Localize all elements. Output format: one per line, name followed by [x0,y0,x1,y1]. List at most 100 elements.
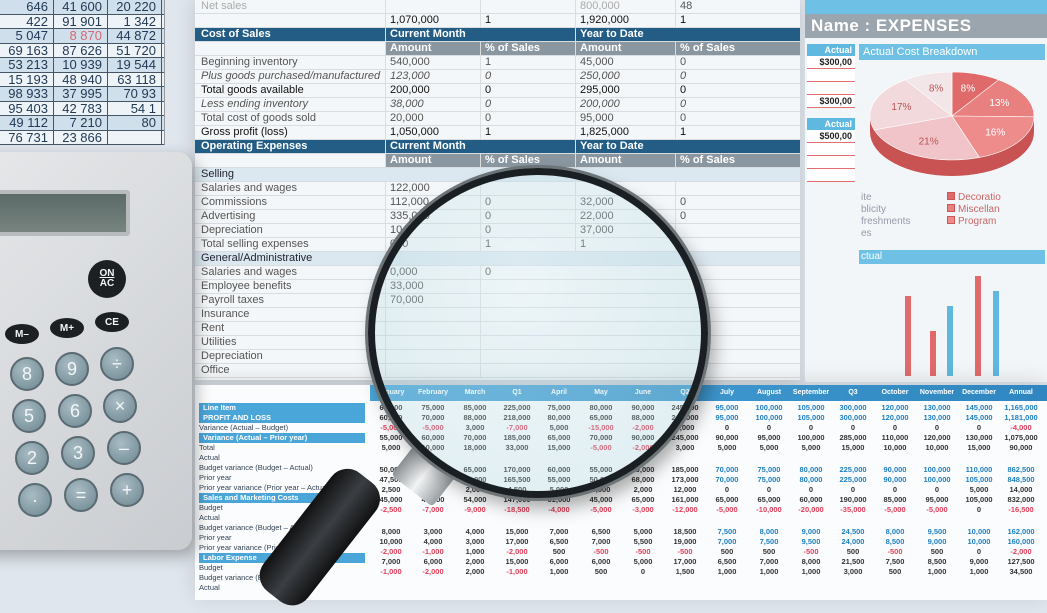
row-label: Salaries and wages [201,182,298,194]
cell: 1,825,000 [575,126,675,139]
value-cell: 6,500 [717,557,737,566]
value-cell: 1,000 [801,567,821,576]
row-label: Insurance [201,308,250,320]
value-cell: 6,500 [591,527,611,536]
decimal-key[interactable]: · [18,483,52,517]
key-2[interactable]: 2 [15,441,49,475]
number-cell: 41 600 [54,0,108,14]
key-label: AC [99,278,115,289]
value-cell: 110,000 [965,465,993,474]
number-cell: 48 940 [54,72,108,86]
number-cell: 8 870 [54,29,108,43]
number-row: 15 193 48 940 63 118 [0,72,164,87]
value-cell: -5,000 [926,505,948,514]
value-cell: 2,500 [381,485,401,494]
key-5[interactable]: 5 [12,399,46,433]
value-cell: -2,000 [422,567,444,576]
cell: 0 [675,84,770,97]
number-cell: 76 731 [0,130,54,144]
value-cell: 1,000 [759,567,779,576]
row-label: Utilities [201,336,237,348]
actual-line [807,69,855,82]
value-cell: 12,000 [673,485,697,494]
value-cell: -500 [677,547,693,556]
value-cell: 120,000 [881,403,909,412]
value-column: 862,500 848,500 14,000 832,000 -16,500 [1000,465,1042,515]
cell: 38,000 [385,98,480,111]
value-column: 120,000 120,000 0 110,000 10,000 [874,403,916,453]
value-column: 4,000 3,000 1,000 2,000 2,000 [454,527,496,577]
row-label: Employee benefits [201,280,292,292]
cell: 123,000 [385,70,480,83]
m-plus-key[interactable]: M+ [50,318,84,338]
legend-item: ite [861,192,872,203]
value-cell: 110,000 [881,433,909,442]
value-cell: 120,000 [881,413,909,422]
value-cell: 2,000 [633,485,653,494]
value-cell: 75,000 [757,465,781,474]
number-cell: 69 163 [0,43,54,57]
value-cell: -1,000 [422,547,444,556]
row-label: Depreciation [201,224,263,236]
value-cell: 0 [766,423,772,432]
row-label: Less ending inventory [201,98,309,110]
cell: 48 [675,0,770,13]
cell: 0 [675,56,770,69]
row-label: Actual [199,513,220,522]
value-cell: 8,000 [885,527,905,536]
value-cell: 100,000 [755,413,783,422]
value-column: 5,000 5,500 -500 5,000 0 [622,527,664,577]
value-cell: 130,000 [965,433,993,442]
m-minus-key[interactable]: M– [5,324,39,344]
value-column: 6,500 7,000 -500 6,000 500 [580,527,622,577]
value-cell: -2,500 [380,505,402,514]
pie-label: 21% [919,137,939,148]
blank [195,42,385,55]
value-cell: 6,000 [423,557,443,566]
value-cell: 0 [934,485,940,494]
value-cell: -12,000 [672,505,698,514]
value-column: 300,000 300,000 0 285,000 15,000 [832,403,874,453]
key-9[interactable]: 9 [55,352,89,386]
pct-header: % of Sales [480,154,575,167]
value-cell: -1,000 [506,567,528,576]
actual-total: $300,00 [807,95,855,108]
value-cell: 65,000 [757,495,781,504]
value-cell: 300,000 [839,413,867,422]
value-cell: 1,000 [465,547,485,556]
plus-key[interactable]: + [110,473,144,507]
minus-key[interactable]: – [107,431,141,465]
row-label: Prior year variance (Prior year – Actual… [199,483,331,492]
value-cell: 5,000 [633,557,653,566]
value-cell: -16,500 [1008,505,1034,514]
value-cell: 95,000 [925,495,949,504]
value-cell: 7,000 [759,557,779,566]
value-cell: 15,000 [505,527,529,536]
divide-key[interactable]: ÷ [100,347,134,381]
value-column: 8,000 8,500 -500 7,500 500 [874,527,916,577]
actual-box-1: Actual $300,00 $300,00 [807,44,855,108]
value-cell: 15,000 [967,443,991,452]
equals-key[interactable]: = [64,478,98,512]
value-cell: 6,500 [549,537,569,546]
key-6[interactable]: 6 [58,394,92,428]
row-label: Total selling expenses [201,238,309,250]
multiply-key[interactable]: × [103,389,137,423]
number-row: 49 112 7 210 80 [0,116,164,131]
value-cell: 1,000 [549,567,569,576]
on-ac-key[interactable]: ON AC [88,260,126,298]
value-cell: 0 [976,547,982,556]
key-8[interactable]: 8 [10,357,44,391]
value-cell: 80,000 [799,465,823,474]
number-cell: 1 342 [108,14,162,28]
number-cell: 10 939 [54,58,108,72]
value-cell: -7,000 [422,505,444,514]
value-cell: 0 [976,423,982,432]
value-cell: 500 [594,567,608,576]
pie-slice [904,71,953,117]
value-column: 15,000 17,000 -2,000 15,000 -1,000 [496,527,538,577]
key-3[interactable]: 3 [61,436,95,470]
cell: 0 [480,84,575,97]
ce-key[interactable]: CE [95,312,129,332]
value-cell: -4,000 [548,505,570,514]
